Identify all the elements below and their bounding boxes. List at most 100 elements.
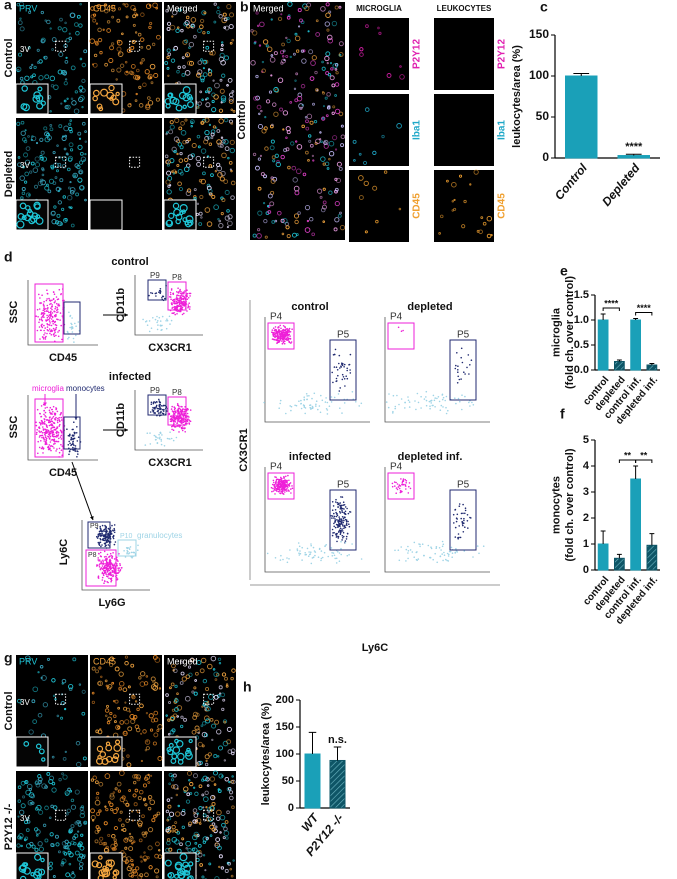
event bbox=[129, 548, 131, 550]
event bbox=[401, 330, 403, 332]
event bbox=[169, 296, 171, 298]
event bbox=[46, 289, 48, 291]
event bbox=[415, 409, 417, 411]
event bbox=[69, 316, 71, 318]
bar bbox=[647, 365, 657, 370]
channel-label: CD45 bbox=[93, 656, 116, 666]
event bbox=[300, 400, 302, 402]
event bbox=[455, 365, 457, 367]
event bbox=[320, 412, 322, 414]
event bbox=[68, 441, 70, 443]
event bbox=[178, 431, 180, 433]
event bbox=[442, 406, 444, 408]
marker-label: CD45 bbox=[412, 193, 423, 219]
event bbox=[112, 530, 114, 532]
event bbox=[339, 367, 341, 369]
event bbox=[174, 409, 176, 411]
event bbox=[341, 412, 343, 414]
event bbox=[43, 429, 45, 431]
event bbox=[110, 560, 112, 562]
event bbox=[282, 343, 284, 345]
event bbox=[114, 569, 116, 571]
event bbox=[342, 365, 344, 367]
event bbox=[344, 517, 346, 519]
event bbox=[60, 444, 62, 446]
gate bbox=[450, 490, 476, 550]
significance: ** bbox=[640, 450, 648, 460]
event bbox=[283, 325, 285, 327]
event bbox=[275, 326, 277, 328]
event bbox=[114, 558, 116, 560]
channel-label: PRV bbox=[19, 3, 37, 13]
event bbox=[118, 571, 120, 573]
bar bbox=[615, 362, 625, 371]
event bbox=[57, 331, 59, 333]
event bbox=[334, 521, 336, 523]
event bbox=[446, 396, 448, 398]
event bbox=[361, 403, 363, 405]
event bbox=[285, 336, 287, 338]
event bbox=[189, 308, 191, 310]
event bbox=[177, 403, 179, 405]
event bbox=[277, 334, 279, 336]
event bbox=[48, 312, 50, 314]
channel-label: Merged bbox=[167, 656, 198, 666]
event bbox=[149, 432, 151, 434]
event bbox=[305, 554, 307, 556]
event bbox=[117, 567, 119, 569]
event bbox=[39, 447, 41, 449]
event bbox=[405, 484, 407, 486]
event bbox=[103, 539, 105, 541]
inset bbox=[90, 737, 122, 767]
event bbox=[306, 399, 308, 401]
event bbox=[451, 556, 453, 558]
event bbox=[162, 409, 164, 411]
event bbox=[106, 541, 108, 543]
event bbox=[187, 298, 189, 300]
event bbox=[106, 530, 108, 532]
event bbox=[338, 530, 340, 532]
gate-label: P4 bbox=[390, 312, 403, 323]
event bbox=[55, 429, 57, 431]
event bbox=[97, 537, 99, 539]
event bbox=[471, 359, 473, 361]
event bbox=[114, 529, 116, 531]
event bbox=[99, 526, 101, 528]
event bbox=[50, 428, 52, 430]
event bbox=[43, 305, 45, 307]
event bbox=[459, 503, 461, 505]
event bbox=[72, 327, 74, 329]
micrograph bbox=[434, 18, 494, 90]
event bbox=[152, 317, 154, 319]
event bbox=[309, 407, 311, 409]
event bbox=[43, 448, 45, 450]
event bbox=[286, 328, 288, 330]
event bbox=[458, 537, 460, 539]
event bbox=[49, 410, 51, 412]
event bbox=[337, 526, 339, 528]
micrograph bbox=[434, 170, 494, 242]
event bbox=[113, 528, 115, 530]
column-label: LEUKOCYTES bbox=[437, 4, 492, 13]
event bbox=[336, 558, 338, 560]
event bbox=[286, 481, 288, 483]
event bbox=[460, 518, 462, 520]
event bbox=[187, 307, 189, 309]
event bbox=[461, 394, 463, 396]
event bbox=[332, 529, 334, 531]
event bbox=[279, 492, 281, 494]
event bbox=[48, 446, 50, 448]
event bbox=[301, 408, 303, 410]
event bbox=[150, 411, 152, 413]
event bbox=[463, 531, 465, 533]
event bbox=[440, 409, 442, 411]
gate-label: P4 bbox=[270, 462, 283, 473]
event bbox=[111, 557, 113, 559]
event bbox=[456, 517, 458, 519]
event bbox=[182, 408, 184, 410]
event bbox=[49, 433, 51, 435]
event bbox=[338, 393, 340, 395]
event bbox=[38, 294, 40, 296]
event bbox=[273, 482, 275, 484]
event bbox=[53, 298, 55, 300]
